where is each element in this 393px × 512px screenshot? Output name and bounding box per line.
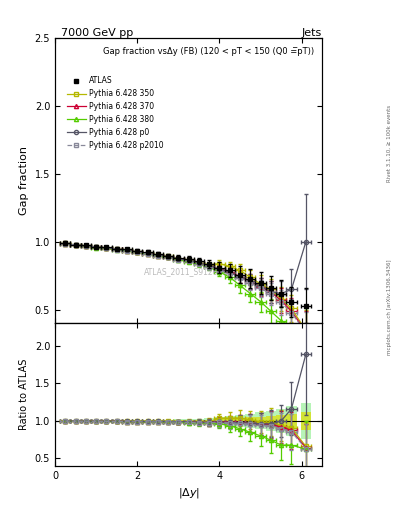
Text: Gap fraction vsΔy (FB) (120 < pT < 150 (Q0 =̅pT)): Gap fraction vsΔy (FB) (120 < pT < 150 (… [103,47,314,56]
Text: mcplots.cern.ch [arXiv:1306.3436]: mcplots.cern.ch [arXiv:1306.3436] [387,260,392,355]
Legend: ATLAS, Pythia 6.428 350, Pythia 6.428 370, Pythia 6.428 380, Pythia 6.428 p0, Py: ATLAS, Pythia 6.428 350, Pythia 6.428 37… [67,76,163,150]
Text: ATLAS_2011_S9126244: ATLAS_2011_S9126244 [144,268,233,276]
Y-axis label: Gap fraction: Gap fraction [19,146,29,216]
Text: Rivet 3.1.10, ≥ 100k events: Rivet 3.1.10, ≥ 100k events [387,105,392,182]
Y-axis label: Ratio to ATLAS: Ratio to ATLAS [19,359,29,431]
Text: Jets: Jets [302,28,322,38]
X-axis label: $|\Delta y|$: $|\Delta y|$ [178,486,200,500]
Text: 7000 GeV pp: 7000 GeV pp [61,28,133,38]
